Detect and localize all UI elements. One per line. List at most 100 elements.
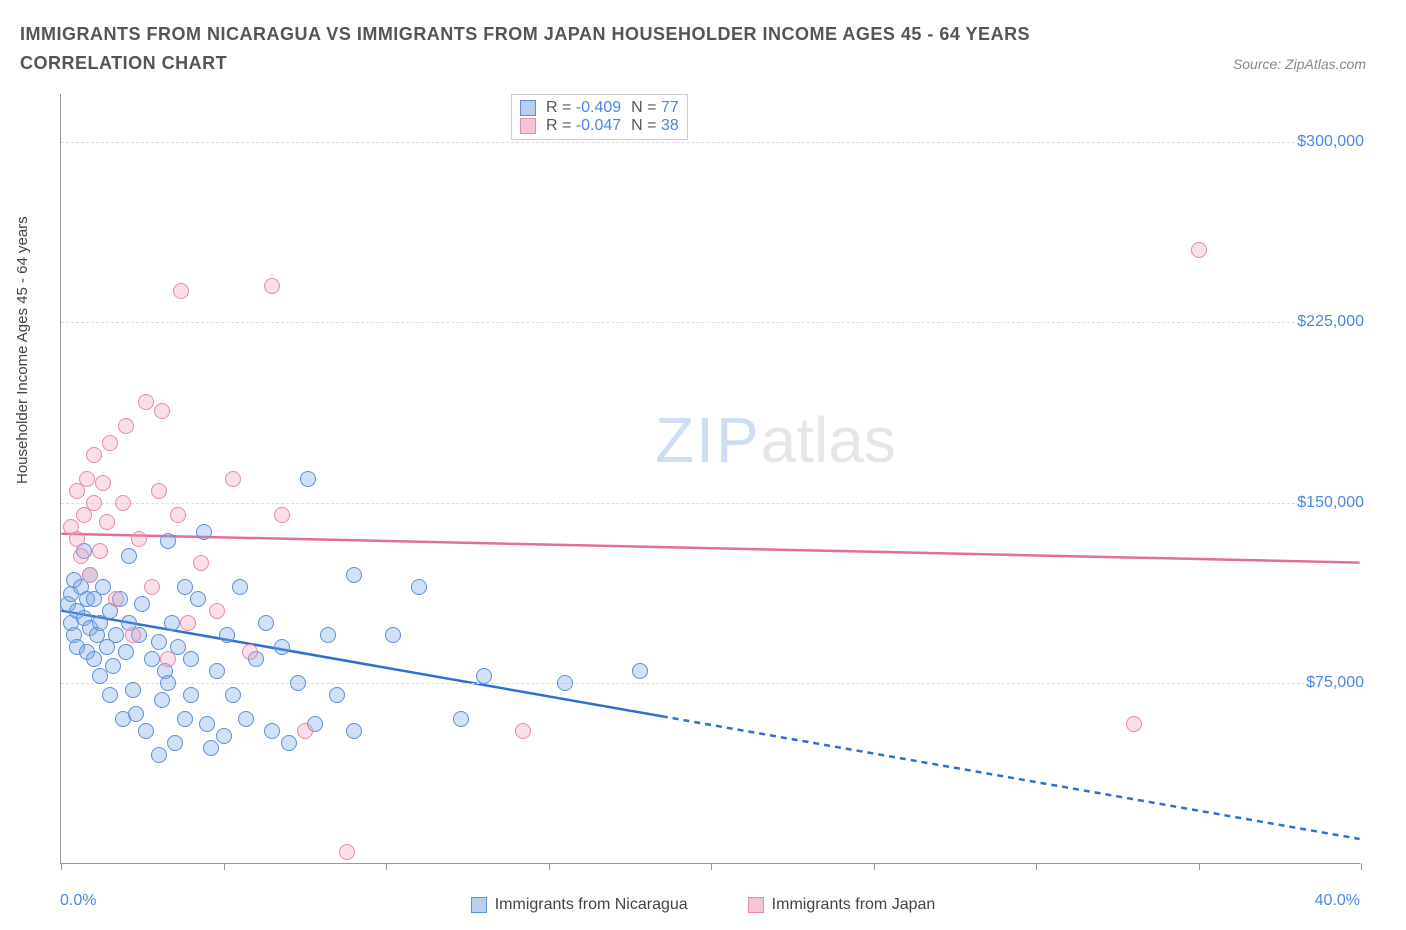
gridline <box>61 142 1360 143</box>
scatter-point <box>69 531 85 547</box>
scatter-point <box>274 507 290 523</box>
scatter-point <box>134 596 150 612</box>
watermark: ZIPatlas <box>655 403 896 477</box>
x-tick <box>224 863 225 870</box>
legend-swatch <box>748 897 764 913</box>
scatter-point <box>108 627 124 643</box>
scatter-point <box>118 644 134 660</box>
scatter-point <box>476 668 492 684</box>
x-tick <box>1361 863 1362 870</box>
stats-row: R = -0.047N = 38 <box>520 117 679 135</box>
scatter-point <box>385 627 401 643</box>
scatter-point <box>225 687 241 703</box>
legend-item: Immigrants from Japan <box>748 896 936 914</box>
scatter-point <box>108 591 124 607</box>
scatter-point <box>346 567 362 583</box>
scatter-point <box>199 716 215 732</box>
scatter-point <box>160 675 176 691</box>
scatter-point <box>297 723 313 739</box>
scatter-point <box>177 579 193 595</box>
legend-swatch <box>520 118 536 134</box>
gridline <box>61 322 1360 323</box>
scatter-point <box>86 447 102 463</box>
scatter-point <box>300 471 316 487</box>
legend-swatch <box>471 897 487 913</box>
scatter-point <box>193 555 209 571</box>
scatter-point <box>515 723 531 739</box>
scatter-point <box>190 591 206 607</box>
scatter-point <box>339 844 355 860</box>
scatter-point <box>144 579 160 595</box>
x-tick <box>1036 863 1037 870</box>
legend-swatch <box>520 100 536 116</box>
chart-container: Householder Income Ages 45 - 64 years ZI… <box>10 84 1396 914</box>
scatter-point <box>632 663 648 679</box>
scatter-point <box>411 579 427 595</box>
scatter-point <box>138 723 154 739</box>
scatter-point <box>183 687 199 703</box>
x-tick <box>386 863 387 870</box>
scatter-point <box>164 615 180 631</box>
scatter-point <box>92 543 108 559</box>
scatter-point <box>115 495 131 511</box>
trendline <box>61 533 1359 562</box>
x-tick <box>711 863 712 870</box>
scatter-point <box>1126 716 1142 732</box>
scatter-point <box>329 687 345 703</box>
scatter-point <box>167 735 183 751</box>
scatter-point <box>173 283 189 299</box>
scatter-point <box>209 603 225 619</box>
title-row: IMMIGRANTS FROM NICARAGUA VS IMMIGRANTS … <box>20 20 1396 78</box>
scatter-point <box>274 639 290 655</box>
scatter-point <box>281 735 297 751</box>
scatter-point <box>102 687 118 703</box>
scatter-point <box>183 651 199 667</box>
scatter-point <box>102 435 118 451</box>
scatter-point <box>238 711 254 727</box>
scatter-point <box>203 740 219 756</box>
scatter-point <box>160 651 176 667</box>
scatter-point <box>290 675 306 691</box>
source-label: Source: ZipAtlas.com <box>1233 56 1366 72</box>
legend-item: Immigrants from Nicaragua <box>471 896 688 914</box>
y-tick-label: $75,000 <box>1304 674 1366 692</box>
scatter-point <box>82 567 98 583</box>
scatter-point <box>219 627 235 643</box>
scatter-point <box>264 278 280 294</box>
scatter-point <box>170 507 186 523</box>
trendline <box>662 716 1360 839</box>
scatter-point <box>264 723 280 739</box>
scatter-point <box>258 615 274 631</box>
scatter-point <box>86 651 102 667</box>
scatter-point <box>320 627 336 643</box>
scatter-point <box>242 644 258 660</box>
x-tick <box>874 863 875 870</box>
scatter-point <box>154 403 170 419</box>
scatter-point <box>225 471 241 487</box>
scatter-point <box>180 615 196 631</box>
scatter-point <box>1191 242 1207 258</box>
stat-r-label: R = -0.409 <box>546 99 621 117</box>
scatter-point <box>128 706 144 722</box>
scatter-point <box>196 524 212 540</box>
scatter-point <box>73 548 89 564</box>
scatter-point <box>232 579 248 595</box>
stats-legend: R = -0.409N = 77R = -0.047N = 38 <box>511 94 688 140</box>
scatter-point <box>151 483 167 499</box>
scatter-point <box>453 711 469 727</box>
scatter-point <box>151 634 167 650</box>
y-axis-title: Householder Income Ages 45 - 64 years <box>14 216 31 484</box>
scatter-point <box>121 548 137 564</box>
scatter-point <box>160 533 176 549</box>
y-tick-label: $300,000 <box>1295 133 1366 151</box>
series-legend: Immigrants from Nicaragua Immigrants from… <box>10 896 1396 914</box>
scatter-point <box>346 723 362 739</box>
legend-label: Immigrants from Japan <box>772 896 936 914</box>
scatter-point <box>99 514 115 530</box>
scatter-point <box>151 747 167 763</box>
scatter-point <box>138 394 154 410</box>
x-tick <box>1199 863 1200 870</box>
scatter-point <box>86 495 102 511</box>
stat-r-label: R = -0.047 <box>546 117 621 135</box>
scatter-point <box>125 627 141 643</box>
